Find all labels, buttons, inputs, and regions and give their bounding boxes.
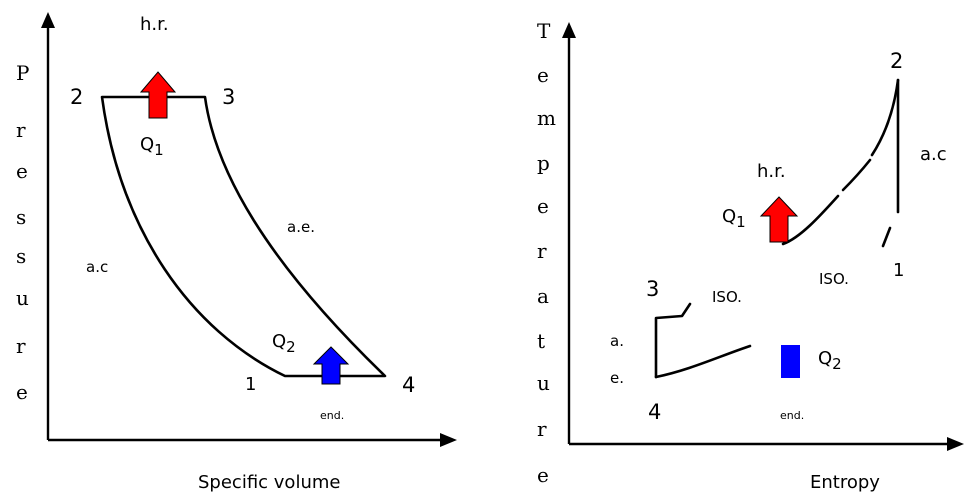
ts-curve-upper-segment-2 bbox=[841, 158, 872, 192]
pv-y-letter: s bbox=[16, 244, 26, 268]
ts-x-axis-label: Entropy bbox=[810, 472, 880, 493]
ts-y-letter: e bbox=[537, 63, 549, 87]
ts-point-1: 1 bbox=[893, 260, 904, 281]
ts-ac-label: a.c bbox=[920, 144, 947, 165]
ts-curve-upper-segment-1 bbox=[781, 194, 840, 246]
ts-q1-letter: Q bbox=[722, 206, 736, 227]
ts-curve-1-tail bbox=[881, 226, 892, 248]
ts-y-letter: t bbox=[537, 329, 545, 353]
ts-q2-subscript: 2 bbox=[832, 355, 842, 373]
ts-q1-arrow bbox=[759, 196, 799, 243]
pv-y-letter: r bbox=[16, 334, 26, 358]
pv-y-letter: e bbox=[16, 159, 28, 183]
pv-y-letter: e bbox=[16, 380, 28, 404]
ts-y-letter: r bbox=[537, 417, 547, 441]
pv-point-1: 1 bbox=[245, 374, 256, 395]
ts-a-label: a. bbox=[610, 332, 624, 350]
pv-y-letter: s bbox=[16, 205, 26, 229]
ts-point-4: 4 bbox=[648, 400, 661, 424]
pv-x-axis-arrowhead bbox=[440, 433, 457, 447]
ts-y-letter: r bbox=[537, 239, 547, 263]
ts-iso-upper: ISO. bbox=[819, 270, 849, 288]
pv-q1-arrow bbox=[139, 71, 177, 119]
pv-end-label: end. bbox=[320, 409, 344, 422]
ts-iso-lower: ISO. bbox=[712, 288, 742, 306]
ts-x-axis-arrowhead bbox=[947, 437, 964, 451]
ts-curve-4-lower bbox=[654, 344, 752, 379]
ts-q2-letter: Q bbox=[818, 348, 832, 369]
pv-y-letter: r bbox=[16, 118, 26, 142]
ts-point-2: 2 bbox=[890, 49, 903, 73]
pv-x-axis-label: Specific volume bbox=[198, 472, 340, 493]
pv-ac-label: a.c bbox=[86, 258, 108, 276]
pv-ae-label: a.e. bbox=[287, 218, 315, 236]
ts-y-letter: m bbox=[537, 106, 556, 130]
pv-y-letter: P bbox=[16, 61, 29, 85]
pv-q2-subscript: 2 bbox=[286, 338, 296, 356]
ts-e-label: e. bbox=[610, 369, 624, 387]
pv-y-axis-arrowhead bbox=[41, 12, 55, 28]
ts-q2-marker bbox=[781, 345, 800, 378]
pv-q1-label: Q1 bbox=[140, 134, 164, 159]
pv-hr-label: h.r. bbox=[140, 14, 169, 35]
ts-y-letter: e bbox=[537, 463, 549, 487]
ts-y-letter: u bbox=[537, 371, 550, 395]
pv-point-3: 3 bbox=[222, 85, 235, 109]
ts-hr-label: h.r. bbox=[757, 161, 786, 182]
pv-point-4: 4 bbox=[402, 373, 415, 397]
pv-q1-subscript: 1 bbox=[154, 141, 164, 159]
ts-y-letter: T bbox=[537, 19, 551, 43]
ts-point-3: 3 bbox=[646, 277, 659, 301]
pv-diagram: P r e s s u r e h.r. 2 3 Q1 a.e. a.c Q2 … bbox=[16, 12, 457, 493]
ts-y-letter: a bbox=[537, 284, 549, 308]
pv-q2-label: Q2 bbox=[272, 331, 296, 356]
ts-y-letter: p bbox=[537, 151, 550, 175]
pv-q2-letter: Q bbox=[272, 331, 286, 352]
ts-y-letter: e bbox=[537, 194, 549, 218]
ts-q1-subscript: 1 bbox=[736, 213, 746, 231]
ts-end-label: end. bbox=[780, 409, 804, 422]
ts-curve-upper-segment-3 bbox=[870, 78, 900, 157]
ts-diagram: T e m p e r a t u r e 2 a.c h.r. Q1 ISO.… bbox=[537, 19, 964, 493]
pv-q2-arrow bbox=[312, 346, 350, 385]
ts-q2-label: Q2 bbox=[818, 348, 842, 373]
pv-point-2: 2 bbox=[70, 85, 83, 109]
ts-curve-4-3 bbox=[654, 302, 692, 379]
pv-q1-letter: Q bbox=[140, 134, 154, 155]
pv-y-letter: u bbox=[16, 286, 29, 310]
ts-y-axis-arrowhead bbox=[562, 22, 576, 38]
ts-q1-label: Q1 bbox=[722, 206, 746, 231]
